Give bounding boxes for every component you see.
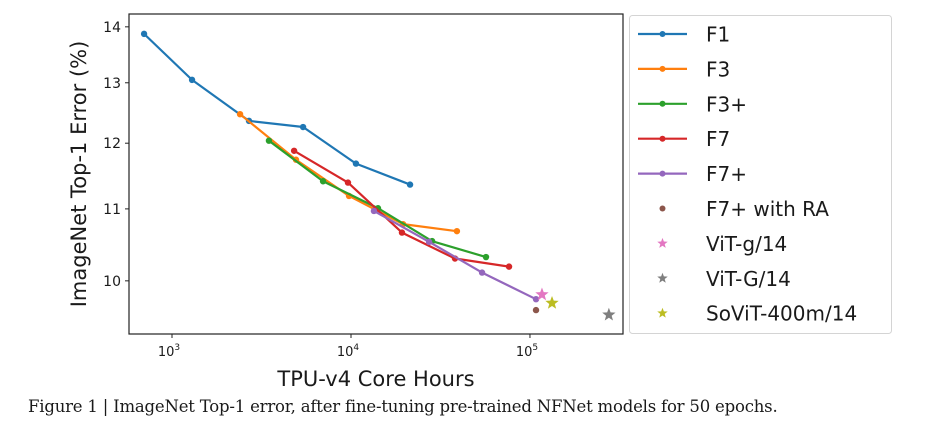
legend-label: F3+ <box>706 92 747 116</box>
x-tick-label: 105 <box>516 343 538 360</box>
data-point <box>299 123 307 131</box>
data-point <box>406 181 414 188</box>
legend-item-f7: F7 <box>638 127 730 151</box>
legend-marker <box>659 135 666 142</box>
series-line-f1 <box>143 33 411 186</box>
legend-label: F1 <box>706 23 730 47</box>
legend: F1 F3 F3+ F7 F7+ F7+ with RA ViT-g/14 ViT-G/14 S… <box>629 15 892 334</box>
legend-marker <box>659 65 666 72</box>
legend-label: SoViT-400m/14 <box>706 302 857 326</box>
legend-marker <box>659 170 666 177</box>
legend-item-vit-g-14: ViT-g/14 <box>657 232 787 256</box>
legend-frame <box>629 15 892 334</box>
data-point <box>319 178 327 185</box>
legend-label: F7+ with RA <box>706 197 829 221</box>
y-axis-label: ImageNet Top-1 Error (%) <box>67 41 91 308</box>
data-point <box>453 227 461 235</box>
x-tick-label: 103 <box>158 343 180 360</box>
legend-item-f3: F3+ <box>638 92 747 116</box>
plot-area <box>140 30 616 321</box>
series-f7-with-ra <box>532 306 540 314</box>
series-f7 <box>290 147 513 270</box>
star-marker <box>545 296 559 309</box>
x-axis-label: TPU-v4 Core Hours <box>276 367 474 391</box>
legend-marker <box>659 31 666 37</box>
legend-item-f7: F7+ <box>638 162 747 186</box>
legend-marker <box>659 100 666 107</box>
x-tick-label: 104 <box>337 343 360 360</box>
star-marker <box>535 287 549 301</box>
legend-star-marker <box>657 307 668 318</box>
series-line-f3 <box>268 139 487 259</box>
x-axis-ticks: 103 104 105 <box>158 334 538 360</box>
data-point <box>398 229 406 236</box>
y-tick-label: 11 <box>103 202 121 218</box>
legend-item-vit-g-14: ViT-G/14 <box>657 267 791 291</box>
data-point <box>482 253 490 261</box>
legend-label: F7+ <box>706 162 747 186</box>
data-point <box>188 76 196 84</box>
data-point <box>478 269 486 276</box>
series-f3 <box>236 110 461 235</box>
series-line-f7 <box>373 209 537 301</box>
legend-label: F7 <box>706 127 730 151</box>
legend-label: ViT-G/14 <box>706 267 791 291</box>
legend-label: ViT-g/14 <box>706 232 787 256</box>
legend-item-f1: F1 <box>638 23 730 47</box>
legend-star-marker <box>657 237 668 248</box>
data-point <box>236 110 244 118</box>
series-f7 <box>370 207 540 303</box>
series-line-f7 <box>293 149 510 268</box>
data-point <box>425 238 433 246</box>
data-point <box>344 179 352 186</box>
data-point <box>290 147 298 154</box>
data-point <box>140 30 148 38</box>
y-tick-label: 12 <box>103 136 121 152</box>
y-axis-ticks: 10 11 12 13 14 <box>103 20 129 290</box>
data-point <box>532 306 540 314</box>
legend-marker <box>659 205 666 212</box>
series-f1 <box>140 30 414 188</box>
data-point <box>352 160 360 167</box>
series-vit-g-14 <box>602 307 616 321</box>
legend-item-sovit-400m-14: SoViT-400m/14 <box>657 302 857 326</box>
data-point <box>265 137 273 144</box>
series-vit-g-14 <box>535 287 549 301</box>
data-point <box>370 207 378 215</box>
y-tick-label: 13 <box>103 76 121 92</box>
axes-frame <box>128 13 624 335</box>
legend-item-f7-with-ra: F7+ with RA <box>659 197 829 221</box>
legend-label: F3 <box>706 57 730 81</box>
legend-item-f3: F3 <box>638 57 730 81</box>
y-tick-label: 10 <box>103 274 121 290</box>
series-line-f3 <box>239 113 458 233</box>
data-point <box>532 295 540 303</box>
figure-caption: Figure 1 | ImageNet Top-1 error, after f… <box>28 397 778 416</box>
legend-star-marker <box>657 272 668 283</box>
data-point <box>505 263 513 270</box>
series-f3 <box>265 137 490 261</box>
y-tick-label: 14 <box>103 20 121 36</box>
star-marker <box>602 307 616 321</box>
series-sovit-400m-14 <box>545 296 559 309</box>
